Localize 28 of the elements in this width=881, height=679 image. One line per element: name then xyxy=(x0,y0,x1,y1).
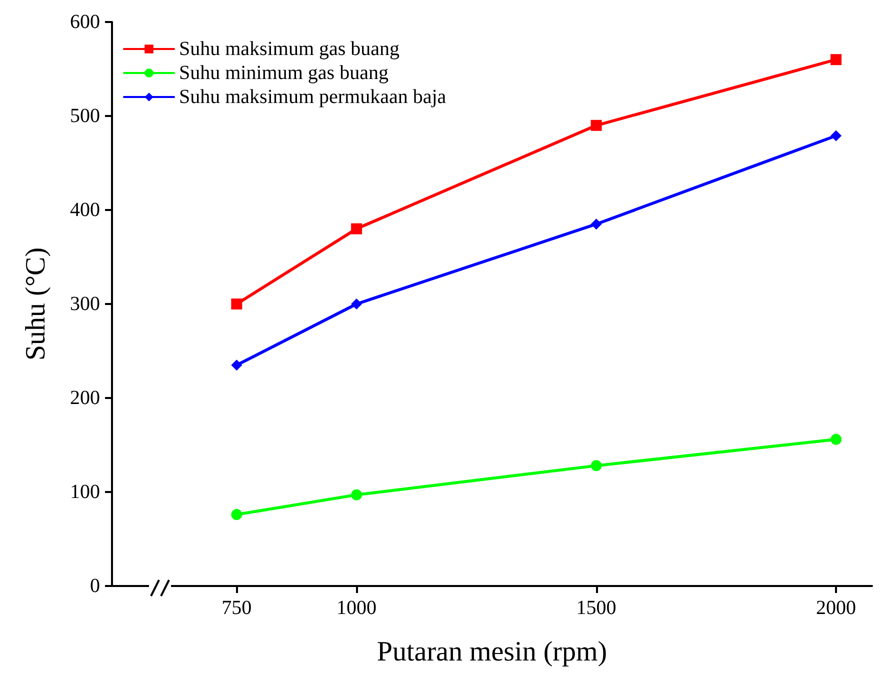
y-tick-label: 100 xyxy=(70,481,100,503)
legend-label: Suhu maksimum permukaan baja xyxy=(179,86,446,108)
x-tick-label: 1000 xyxy=(336,597,377,619)
y-tick-label: 600 xyxy=(70,11,100,33)
x-tick-label: 2000 xyxy=(816,597,856,619)
point xyxy=(830,130,842,142)
legend-label: Suhu minimum gas buang xyxy=(179,62,388,84)
y-tick-label: 300 xyxy=(70,293,100,315)
point xyxy=(830,54,842,66)
y-tick-label: 0 xyxy=(90,575,100,597)
point xyxy=(351,223,362,234)
y-tick-label: 400 xyxy=(70,199,100,221)
point xyxy=(830,434,842,445)
y-axis-title: Suhu (°C) xyxy=(20,247,52,361)
point xyxy=(231,360,242,371)
point xyxy=(351,298,362,310)
point xyxy=(231,509,242,520)
legend-label: Suhu maksimum gas buang xyxy=(179,38,400,60)
point xyxy=(590,460,602,472)
point xyxy=(351,489,362,500)
point xyxy=(231,298,242,310)
x-tick-label: 1500 xyxy=(576,597,616,619)
point xyxy=(590,120,602,131)
y-tick-label: 200 xyxy=(70,387,100,409)
point xyxy=(590,218,602,230)
x-tick-label: 750 xyxy=(222,597,252,619)
x-axis-title: Putaran mesin (rpm) xyxy=(376,636,608,668)
y-tick-label: 500 xyxy=(70,105,100,127)
